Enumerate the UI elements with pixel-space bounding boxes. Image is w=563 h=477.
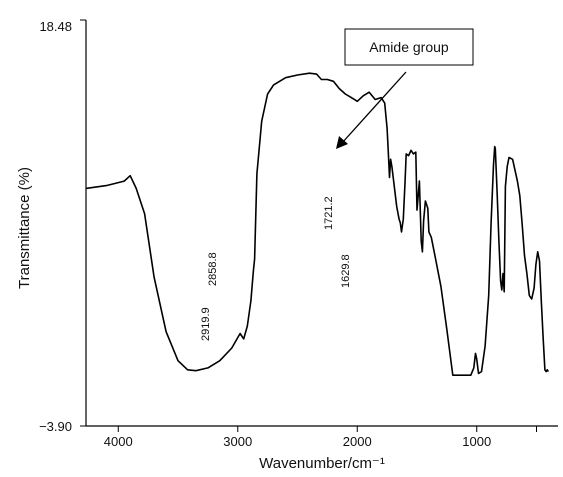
x-tick-label-4000: 4000 — [104, 434, 133, 449]
x-tick-label-2000: 2000 — [343, 434, 372, 449]
peak-label-1629: 1629.8 — [340, 254, 352, 288]
peak-label-1721: 1721.2 — [323, 196, 335, 230]
callout-arrowhead — [336, 136, 348, 149]
y-axis-title: Transmittance (%) — [16, 167, 33, 289]
y-tick-label-top: 18.48 — [39, 19, 72, 34]
callout-text: Amide group — [369, 39, 449, 55]
x-axis-title: Wavenumber/cm⁻¹ — [259, 455, 385, 472]
peak-label-2919: 2919.9 — [200, 307, 212, 341]
callout-box — [344, 28, 474, 66]
x-tick-label-1000: 1000 — [462, 434, 491, 449]
y-tick-label-bottom: −3.90 — [39, 419, 72, 434]
spectrum-line — [85, 72, 550, 376]
peak-label-2858: 2858.8 — [207, 252, 219, 286]
x-tick-label-3000: 3000 — [223, 434, 252, 449]
callout-arrow — [341, 71, 407, 144]
